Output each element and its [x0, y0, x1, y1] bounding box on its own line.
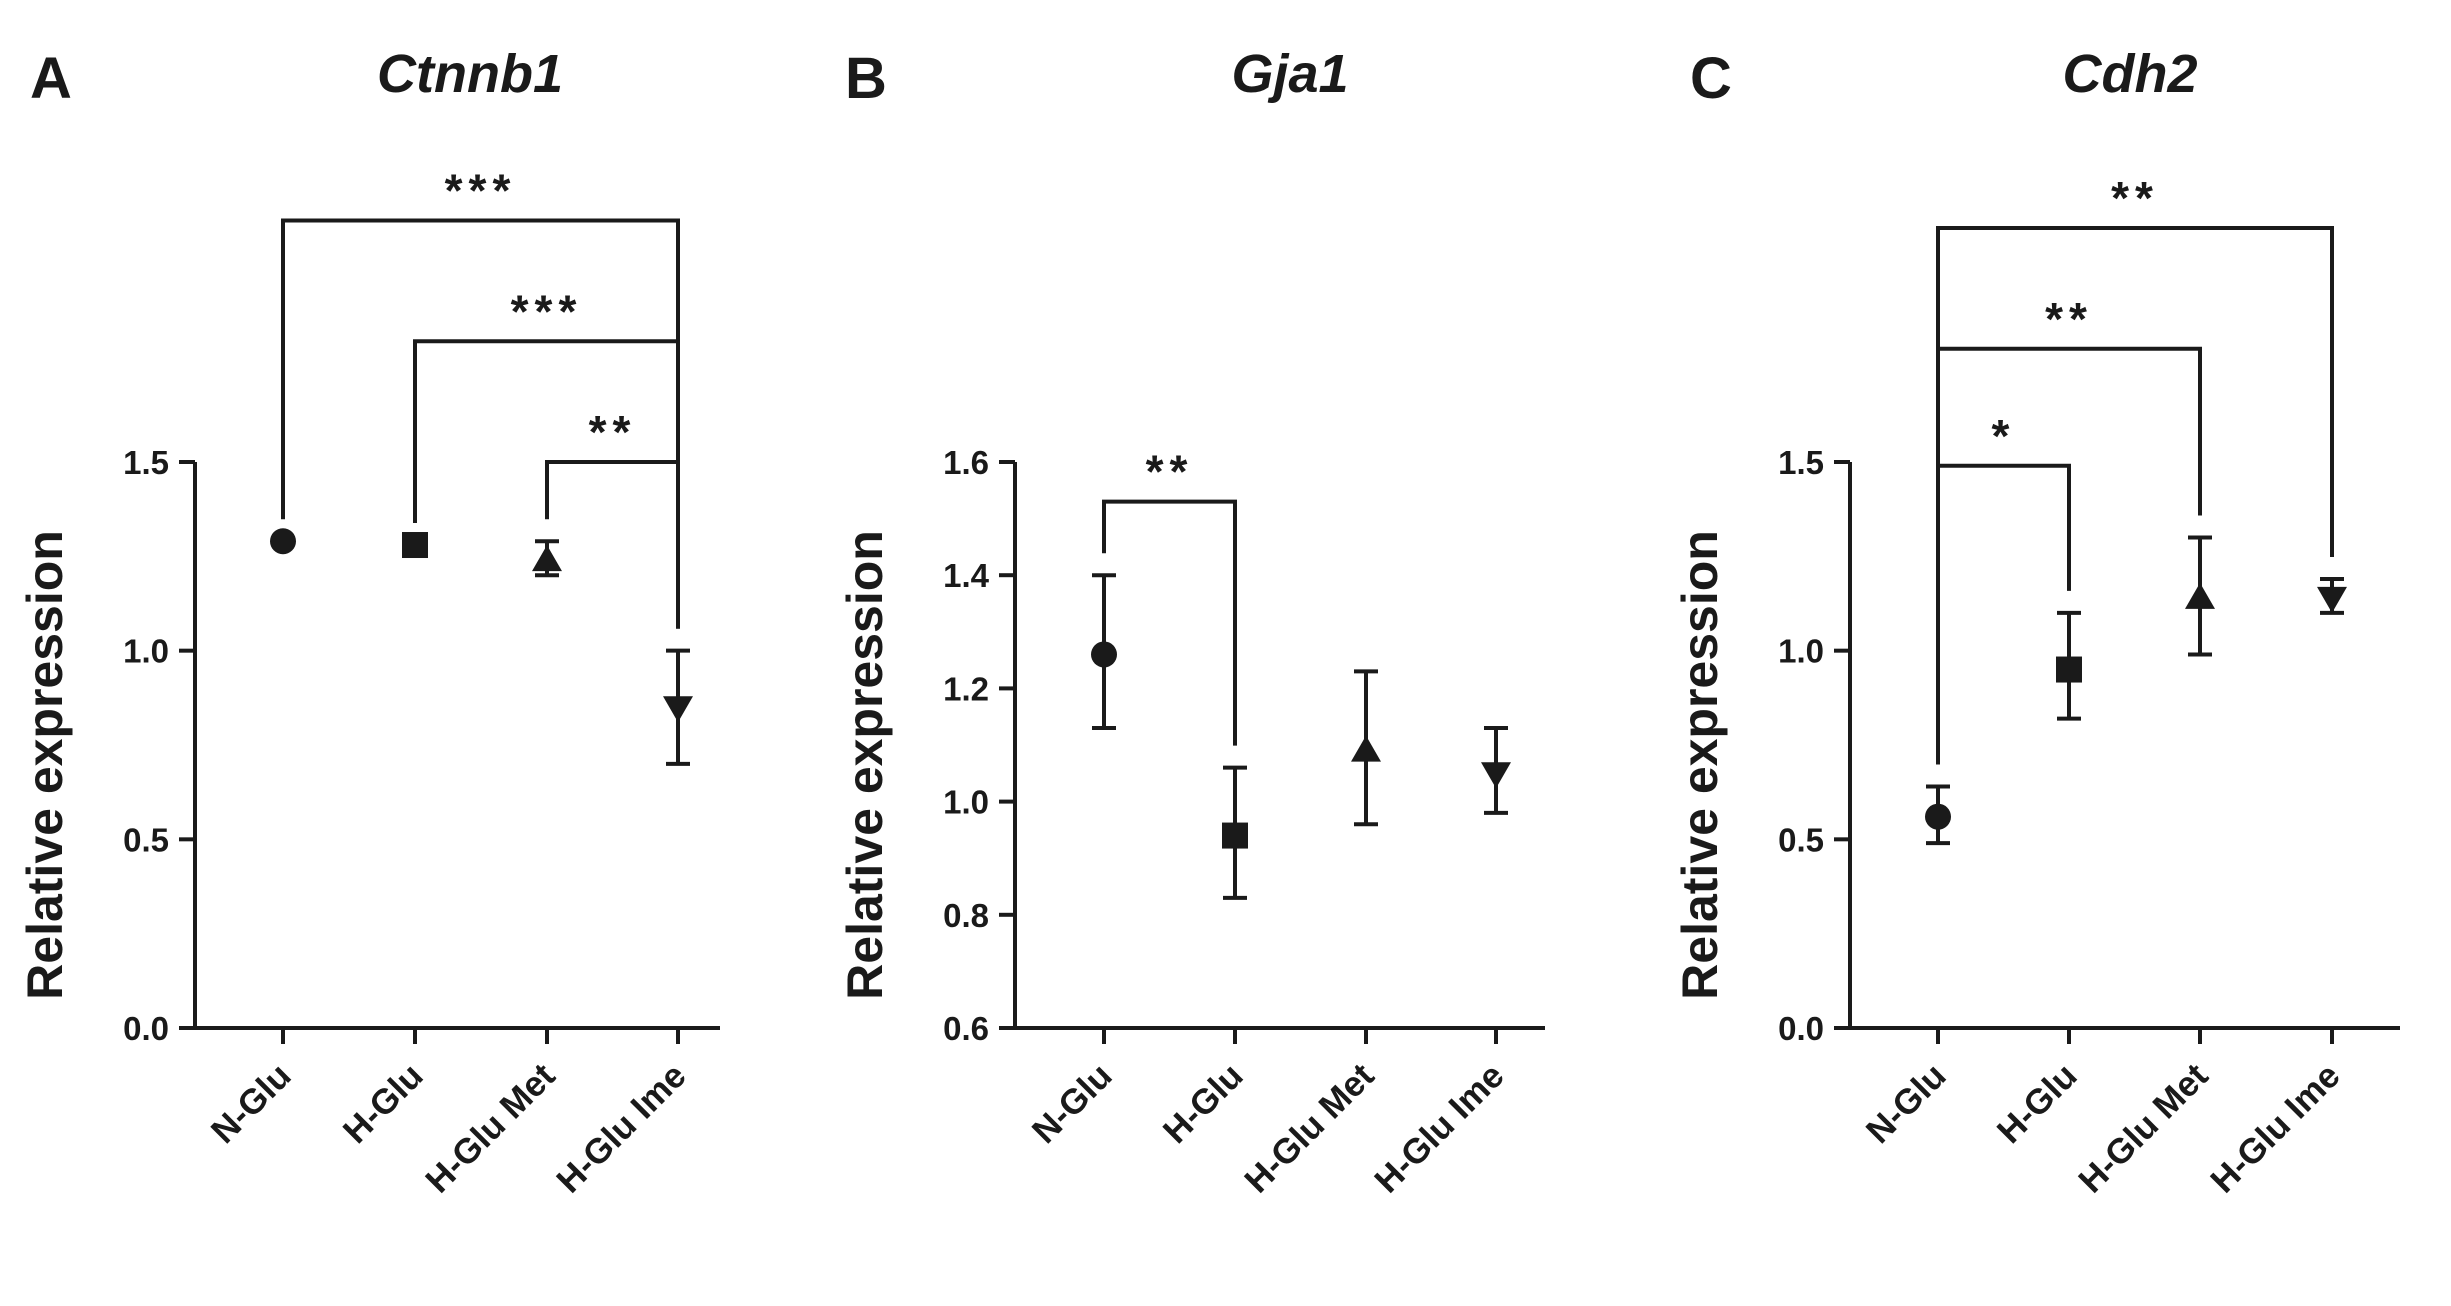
y-tick-label: 1.5 [1778, 444, 1824, 481]
y-tick-label: 0.5 [123, 821, 169, 858]
panel-title: Cdh2 [2063, 44, 2198, 104]
data-point-n-glu [1091, 641, 1117, 668]
data-point-n-glu [270, 528, 296, 555]
panel-letter: B [845, 46, 887, 111]
significance-label: *** [511, 285, 583, 337]
y-tick-label: 1.4 [943, 557, 990, 594]
y-axis-label: Relative expression [1672, 530, 1728, 1000]
x-tick-label: H-Glu Ime [549, 1056, 693, 1200]
panel-b: B Gja1 Relative expression 0.6 0.8 1.0 1.2 1.4 1… [837, 44, 1545, 1201]
y-tick-label: 0.8 [943, 897, 989, 934]
significance-label: ** [1146, 446, 1194, 498]
y-tick-label: 0.6 [943, 1010, 989, 1047]
panel-title: Ctnnb1 [377, 44, 563, 104]
significance-label: ** [2045, 293, 2093, 345]
data-point-h-glu-ime [2317, 586, 2347, 613]
significance-label: * [1992, 410, 2016, 462]
data-point-h-glu [1222, 822, 1248, 849]
y-tick-label: 0.5 [1778, 821, 1824, 858]
x-tick-label: N-Glu [1859, 1056, 1954, 1151]
significance-label: *** [445, 165, 517, 217]
x-tick-label: H-Glu Met [1237, 1056, 1382, 1201]
data-point-h-glu-met [2185, 582, 2215, 609]
significance-bracket [1936, 463, 2071, 765]
y-tick-label: 1.0 [123, 633, 169, 670]
significance-label: ** [589, 406, 637, 458]
x-tick-label: H-Glu Met [418, 1056, 563, 1201]
y-tick-label: 1.5 [123, 444, 169, 481]
y-tick-label: 1.2 [943, 670, 989, 707]
x-tick-label: N-Glu [1025, 1056, 1120, 1151]
panel-a: A Ctnnb1 Relative expression 0.0 0.5 1.0 1.5 N-… [17, 44, 720, 1201]
y-tick-label: 1.6 [943, 444, 989, 481]
y-tick-label: 1.0 [943, 784, 989, 821]
y-axis-label: Relative expression [17, 530, 73, 1000]
x-tick-label: H-Glu Ime [2203, 1056, 2347, 1200]
x-tick-label: H-Glu Ime [1367, 1056, 1511, 1200]
y-tick-label: 0.0 [1778, 1010, 1824, 1047]
data-point-h-glu [2056, 656, 2082, 683]
y-tick-label: 1.0 [1778, 633, 1824, 670]
data-point-h-glu-met [1351, 735, 1381, 762]
data-point-h-glu [402, 532, 428, 559]
data-point-h-glu-ime [663, 696, 693, 723]
y-axis-label: Relative expression [837, 530, 893, 1000]
significance-bracket [1936, 226, 2334, 765]
panel-letter: A [30, 46, 72, 111]
panel-title: Gja1 [1231, 44, 1348, 104]
data-point-n-glu [1925, 803, 1951, 830]
x-tick-label: H-Glu [1156, 1056, 1251, 1151]
data-point-h-glu-met [532, 545, 562, 572]
significance-bracket [1102, 499, 1237, 746]
x-tick-label: N-Glu [204, 1056, 299, 1151]
significance-label: ** [2111, 172, 2159, 224]
panel-letter: C [1690, 46, 1732, 111]
x-tick-label: H-Glu [336, 1056, 431, 1151]
significance-bracket [545, 460, 680, 629]
panel-c: C Cdh2 Relative expression 0.0 0.5 1.0 1.5 N-Gl… [1672, 44, 2400, 1201]
y-tick-label: 0.0 [123, 1010, 169, 1047]
data-point-h-glu-ime [1481, 762, 1511, 789]
x-tick-label: H-Glu Met [2071, 1056, 2216, 1201]
x-tick-label: H-Glu [1990, 1056, 2085, 1151]
